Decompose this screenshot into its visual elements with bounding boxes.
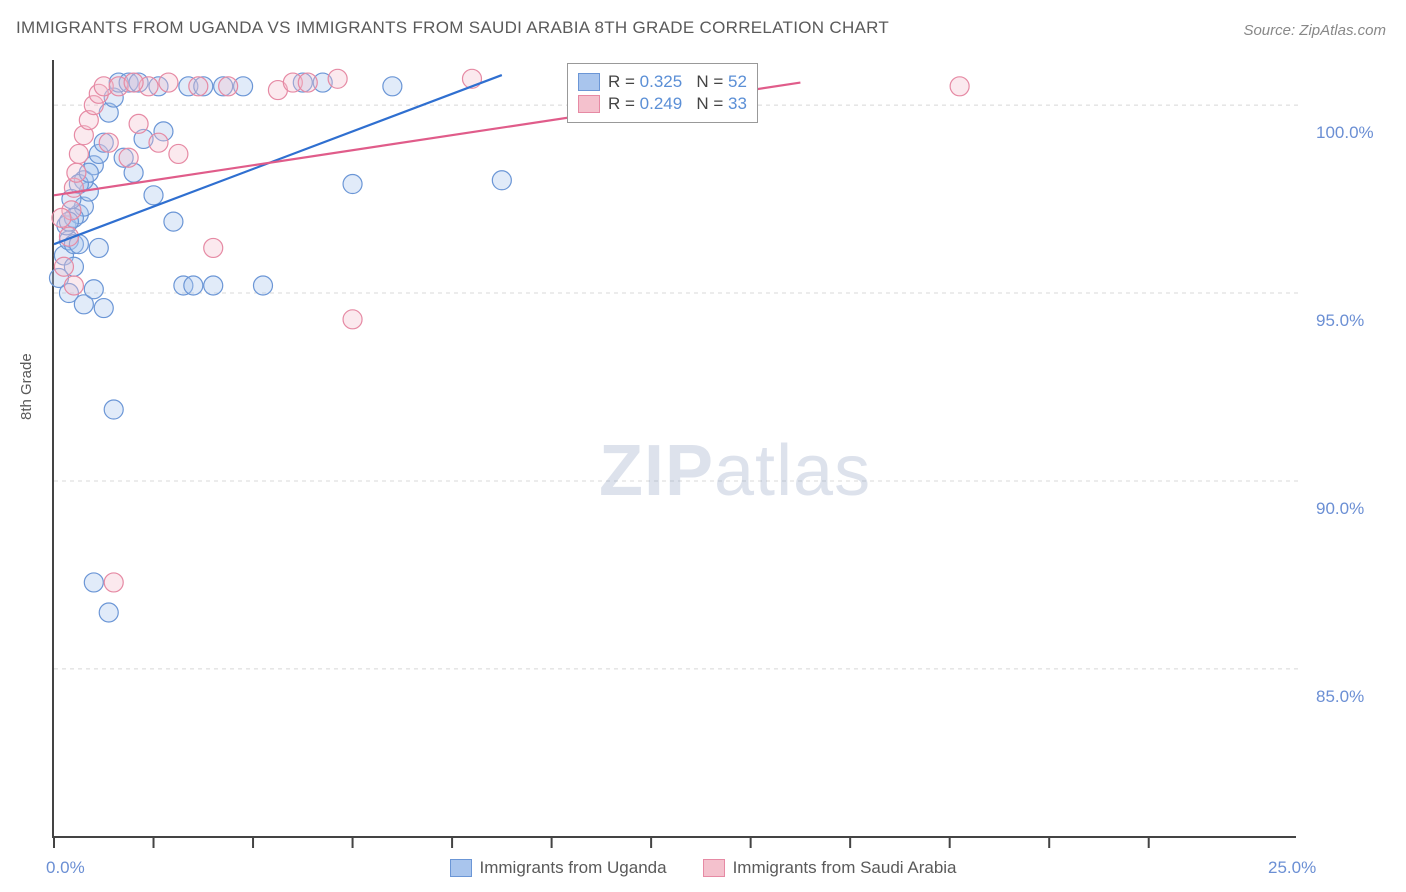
scatter-point [343, 175, 362, 194]
scatter-point [84, 280, 103, 299]
scatter-point [124, 73, 143, 92]
scatter-point [219, 77, 238, 96]
x-tick-label: 25.0% [1268, 858, 1316, 878]
scatter-point [84, 573, 103, 592]
scatter-point [67, 163, 86, 182]
plot-area: ZIPatlas [52, 60, 1296, 838]
correlation-legend: R = 0.325 N = 52R = 0.249 N = 33 [567, 63, 758, 123]
scatter-point [52, 208, 71, 227]
x-tick-label: 0.0% [46, 858, 85, 878]
y-tick-label: 85.0% [1316, 687, 1386, 707]
scatter-point [99, 133, 118, 152]
scatter-point [184, 276, 203, 295]
scatter-point [343, 310, 362, 329]
legend-swatch [578, 95, 600, 113]
scatter-point [189, 77, 208, 96]
scatter-point [99, 603, 118, 622]
legend-swatch [578, 73, 600, 91]
scatter-point [129, 114, 148, 133]
scatter-point [298, 73, 317, 92]
y-tick-label: 90.0% [1316, 499, 1386, 519]
scatter-point [950, 77, 969, 96]
scatter-point [104, 400, 123, 419]
scatter-point [69, 144, 88, 163]
scatter-point [54, 257, 73, 276]
scatter-point [89, 238, 108, 257]
legend-swatch [703, 859, 725, 877]
chart-title: IMMIGRANTS FROM UGANDA VS IMMIGRANTS FRO… [16, 18, 889, 38]
scatter-point [159, 73, 178, 92]
scatter-point [119, 148, 138, 167]
scatter-point [164, 212, 183, 231]
y-tick-label: 95.0% [1316, 311, 1386, 331]
chart-svg [54, 60, 1296, 836]
legend-stat: R = 0.249 N = 33 [608, 94, 747, 114]
bottom-legend: Immigrants from Uganda Immigrants from Sa… [0, 858, 1406, 882]
y-tick-label: 100.0% [1316, 123, 1386, 143]
scatter-point [383, 77, 402, 96]
legend-label: Immigrants from Uganda [480, 858, 667, 878]
scatter-point [169, 144, 188, 163]
scatter-point [492, 171, 511, 190]
legend-row: R = 0.249 N = 33 [578, 94, 747, 114]
legend-swatch [450, 859, 472, 877]
scatter-point [204, 238, 223, 257]
legend-item: Immigrants from Uganda [450, 858, 667, 878]
scatter-point [253, 276, 272, 295]
scatter-point [144, 186, 163, 205]
scatter-point [64, 276, 83, 295]
legend-item: Immigrants from Saudi Arabia [703, 858, 957, 878]
scatter-point [149, 133, 168, 152]
legend-label: Immigrants from Saudi Arabia [733, 858, 957, 878]
scatter-point [204, 276, 223, 295]
scatter-point [328, 69, 347, 88]
y-axis-label: 8th Grade [18, 353, 35, 420]
source-attribution: Source: ZipAtlas.com [1243, 22, 1386, 39]
scatter-point [94, 299, 113, 318]
scatter-point [104, 573, 123, 592]
legend-row: R = 0.325 N = 52 [578, 72, 747, 92]
legend-stat: R = 0.325 N = 52 [608, 72, 747, 92]
